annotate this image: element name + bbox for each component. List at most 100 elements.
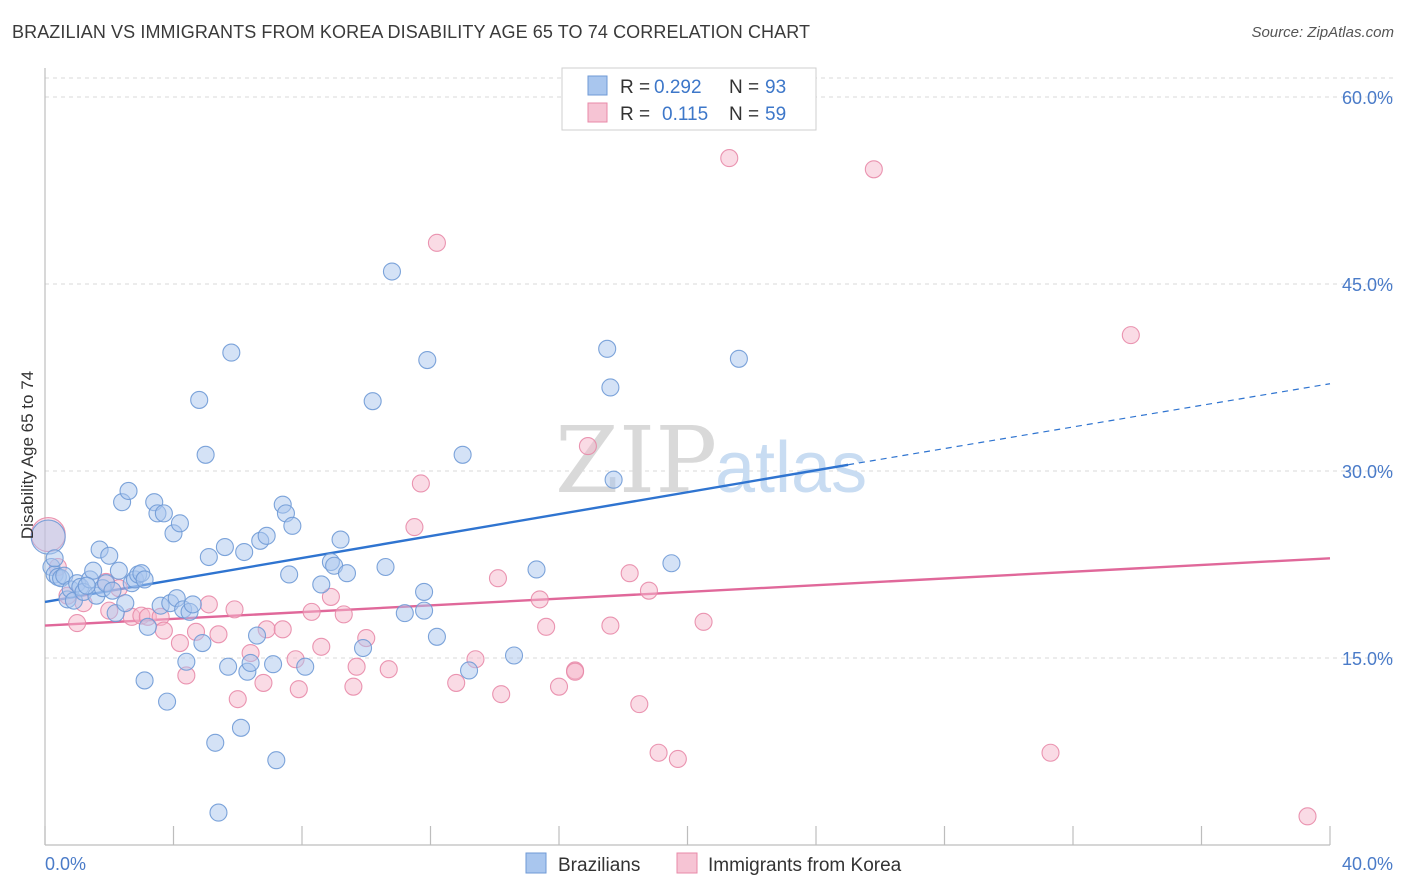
point-korea [289, 680, 308, 699]
x-tick-label: 0.0% [45, 854, 86, 874]
point-brazilians [116, 594, 135, 613]
legend-r-value: 0.292 [654, 77, 702, 98]
point-brazilians [241, 653, 260, 673]
grid-lines [45, 77, 1395, 659]
point-korea [639, 581, 659, 600]
legend-label-korea: Immigrants from Korea [708, 855, 902, 876]
point-brazilians [209, 803, 228, 822]
point-korea [427, 233, 446, 252]
point-korea [254, 673, 273, 692]
point-brazilians [135, 570, 154, 589]
source-label: Source: ZipAtlas.com [1251, 24, 1394, 41]
legend-r-value: 0.115 [662, 104, 708, 125]
point-brazilians [119, 481, 138, 500]
point-korea [321, 587, 340, 606]
point-korea [447, 673, 466, 692]
point-korea [1041, 743, 1060, 762]
point-brazilians [103, 581, 122, 600]
point-brazilians [77, 576, 96, 595]
y-tick-label: 45.0% [1342, 275, 1393, 295]
point-korea [273, 620, 292, 639]
point-brazilians [363, 392, 382, 411]
point-brazilians [382, 262, 402, 281]
point-korea [1121, 326, 1140, 345]
point-brazilians [312, 575, 331, 594]
point-brazilians [84, 561, 103, 580]
point-brazilians [190, 390, 209, 409]
point-korea [199, 595, 218, 614]
point-brazilians [527, 560, 546, 579]
point-korea [302, 602, 321, 621]
point-korea [649, 743, 668, 762]
axes [44, 68, 1331, 846]
point-brazilians [264, 655, 283, 674]
point-korea [228, 690, 247, 709]
point-korea [312, 637, 331, 656]
point-korea [344, 677, 363, 696]
data-points [30, 149, 1317, 826]
point-brazilians [395, 604, 414, 623]
point-korea [488, 569, 508, 588]
point-brazilians [504, 646, 524, 665]
point-brazilians [235, 542, 254, 562]
point-brazilians [257, 526, 276, 545]
trend-line-brazilians [44, 463, 849, 604]
legend-n-value: 93 [765, 77, 786, 98]
point-brazilians [729, 349, 748, 368]
point-brazilians [215, 537, 234, 557]
legend-r-label: R = [620, 77, 650, 98]
legend-swatch-blue [587, 75, 608, 96]
point-korea [578, 437, 597, 456]
point-korea [225, 600, 244, 619]
x-tick-label: 40.0% [1342, 854, 1393, 874]
point-brazilians [296, 657, 315, 676]
point-korea [347, 657, 366, 676]
point-brazilians [206, 733, 225, 752]
y-tick-labels: 15.0% 30.0% 45.0% 60.0% [1342, 88, 1393, 669]
point-korea [630, 695, 649, 714]
point-brazilians [158, 692, 177, 711]
point-korea [537, 617, 556, 636]
point-brazilians [222, 343, 241, 362]
point-brazilians [415, 601, 434, 620]
point-brazilians [415, 582, 434, 601]
point-korea [1298, 807, 1317, 826]
point-korea [68, 614, 87, 633]
point-korea [549, 677, 569, 696]
point-brazilians [598, 339, 617, 358]
point-korea [209, 625, 228, 644]
point-brazilians [267, 751, 286, 770]
point-korea [668, 749, 687, 769]
point-brazilians [100, 546, 119, 565]
point-brazilians [154, 504, 173, 523]
point-brazilians [196, 445, 215, 464]
watermark-atlas: atlas [715, 428, 867, 508]
point-brazilians [109, 561, 128, 580]
y-axis-label: Disability Age 65 to 74 [18, 371, 37, 539]
point-brazilians [219, 657, 238, 676]
watermark: ZIP atlas [555, 407, 867, 514]
point-brazilians [604, 470, 623, 489]
point-brazilians [601, 378, 620, 397]
point-korea [566, 662, 585, 681]
point-brazilians [459, 661, 479, 680]
chart-title: BRAZILIAN VS IMMIGRANTS FROM KOREA DISAB… [12, 22, 811, 42]
point-brazilians [418, 350, 437, 370]
point-korea [492, 685, 511, 704]
point-brazilians [662, 554, 681, 573]
y-tick-label: 60.0% [1342, 88, 1393, 108]
series-legend: Brazilians Immigrants from Korea [525, 852, 902, 876]
point-korea [620, 564, 639, 583]
stats-legend: R = 0.292 N = 93 R = 0.115 N = 59 [561, 67, 817, 131]
point-brazilians [453, 445, 472, 464]
point-korea [694, 612, 713, 631]
legend-label-brazilians: Brazilians [558, 855, 640, 876]
point-brazilians [199, 547, 218, 567]
legend-swatch-brazilians [525, 852, 547, 874]
point-brazilians [283, 516, 302, 535]
legend-n-value: 59 [765, 104, 786, 125]
point-korea [334, 605, 353, 624]
y-tick-label: 30.0% [1342, 462, 1393, 482]
point-brazilians [427, 627, 446, 646]
